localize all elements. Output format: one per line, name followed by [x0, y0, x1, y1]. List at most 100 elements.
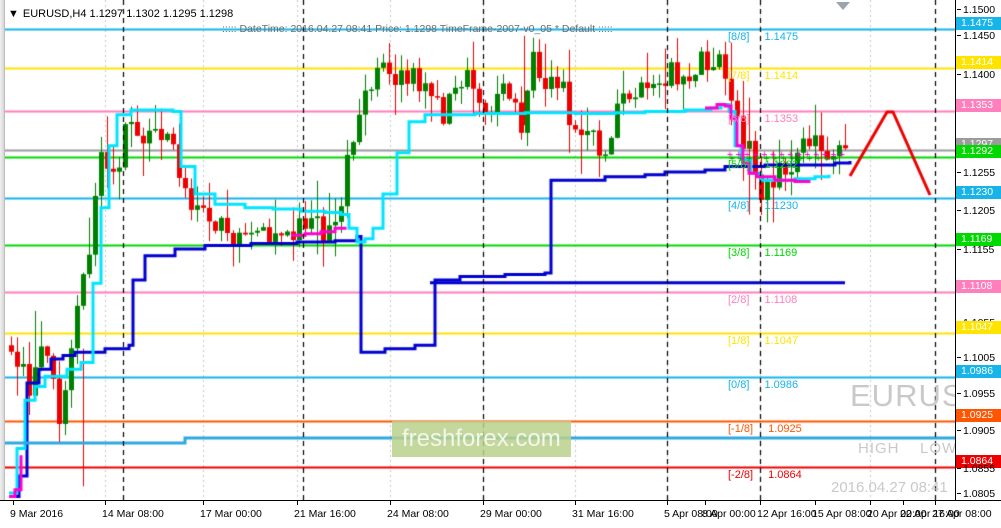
price-axis-label: 1.1292 — [956, 145, 1001, 158]
time-axis-label: 24 Mar 08:00 — [387, 508, 449, 520]
price-axis-label-text: 1.0805 — [963, 488, 996, 500]
murrey-level-label: [4/8] 1.1230 — [728, 200, 798, 212]
watermark-datetime: 2016.04.27 08:41 — [831, 479, 948, 496]
murrey-level-price: 1.1292 — [761, 159, 799, 171]
price-axis[interactable]: 1.1500 1.1475 1.1450 1.1414 1.1400 1.1353 1.12… — [955, 0, 1001, 500]
price-axis-label-text: 1.1230 — [961, 186, 994, 198]
price-axis-tick — [957, 249, 961, 250]
left-scroll-gutter[interactable] — [0, 0, 5, 500]
price-axis-label-text: 1.0905 — [963, 425, 996, 437]
price-axis-label-text: 1.1475 — [961, 17, 994, 29]
price-axis-tick — [957, 357, 961, 358]
murrey-level-label: [2/8] 1.1108 — [728, 294, 797, 306]
time-axis-tick — [575, 501, 576, 505]
murrey-level-name: [2/8] — [728, 294, 750, 306]
price-axis-label: 1.1255 — [956, 167, 1001, 180]
price-axis-label: 1.0855 — [956, 463, 1001, 476]
price-axis-label: 1.0955 — [956, 388, 1001, 401]
price-axis-label: 1.0864 — [956, 455, 1001, 468]
price-axis-label: 1.1230 — [956, 186, 1001, 199]
murrey-level-price: 1.1475 — [761, 31, 799, 43]
price-axis-label: 1.1400 — [956, 69, 1001, 82]
time-axis-label: 20 Apr 00:00 — [867, 508, 927, 520]
price-axis-label: 1.1155 — [956, 244, 1001, 257]
time-axis-tick — [203, 501, 204, 505]
price-axis-label-text: 1.1500 — [963, 4, 996, 16]
price-axis-label-text: 1.0986 — [961, 365, 994, 377]
time-axis-label: 29 Mar 00:00 — [480, 508, 542, 520]
price-axis-label: 1.1353 — [956, 99, 1001, 112]
price-axis-label-text: 1.1047 — [961, 321, 994, 333]
chart-symbol-header[interactable]: ▼ EURUSD,H4 1.1297 1.1302 1.1295 1.1298 — [8, 8, 233, 20]
price-axis-label: 1.0905 — [956, 425, 1001, 438]
price-axis-label-text: 1.1400 — [963, 69, 996, 81]
murrey-level-price: 1.1230 — [761, 200, 799, 212]
price-axis-label: 1.0805 — [956, 488, 1001, 501]
murrey-level-name: [7/8] — [728, 70, 750, 82]
chart-plot-area[interactable]: [8/8] 1.1475 [7/8] 1.1414 [6/8] 1.1353 [5/8… — [5, 0, 955, 500]
price-axis-label: 1.1047 — [956, 321, 1001, 334]
price-axis-label-text: 1.0955 — [963, 388, 996, 400]
watermark-pair: EURUSD — [850, 378, 955, 413]
time-axis-tick — [13, 501, 14, 505]
price-axis-tick — [957, 430, 961, 431]
price-axis-label-text: 1.1205 — [963, 205, 996, 217]
price-axis-label: 1.1005 — [956, 352, 1001, 365]
murrey-level-label: [-2/8] 1.0864 — [728, 469, 802, 481]
price-axis-label-text: 1.1169 — [961, 233, 993, 245]
murrey-level-label: [6/8] 1.1353 — [728, 113, 798, 125]
time-axis-tick — [483, 501, 484, 505]
time-axis-label: 12 Apr 16:00 — [757, 508, 817, 520]
price-axis-tick — [957, 9, 961, 10]
time-axis-label: 8 Apr 00:00 — [702, 508, 756, 520]
murrey-level-name: [8/8] — [728, 31, 750, 43]
time-axis-label: 17 Mar 00:00 — [200, 508, 262, 520]
price-axis-label: 1.1108 — [956, 280, 1001, 293]
chart-top-marker-icon — [836, 2, 850, 10]
price-axis-label-text: 1.1450 — [963, 30, 996, 42]
price-axis-label: 1.1414 — [956, 56, 1001, 69]
time-axis-label: 9 Mar 2016 — [10, 508, 64, 520]
time-axis-tick — [390, 501, 391, 505]
symbol-ohlc-label: EURUSD,H4 1.1297 1.1302 1.1295 1.1298 — [22, 8, 234, 20]
murrey-level-price: 1.1108 — [761, 294, 798, 306]
time-axis-label: 5 Apr 08:00 — [664, 508, 718, 520]
price-axis-tick — [957, 74, 961, 75]
price-axis-label-text: 1.1255 — [963, 167, 996, 179]
murrey-level-price: 1.1353 — [761, 113, 799, 125]
time-axis-tick — [903, 501, 904, 505]
time-axis[interactable]: 9 Mar 2016 14 Mar 08:00 17 Mar 00:00 21 Mar… — [0, 500, 1001, 528]
time-axis-tick — [870, 501, 871, 505]
price-axis-label: 1.1475 — [956, 17, 1001, 30]
price-axis-label-text: 1.0925 — [961, 409, 994, 421]
time-axis-tick — [760, 501, 761, 505]
murrey-level-price: 1.0864 — [765, 469, 802, 481]
watermark-brand: freshforex.com — [392, 421, 571, 457]
price-axis-label-text: 1.1155 — [963, 244, 995, 256]
price-axis-tick — [957, 210, 961, 211]
watermark-low: LOW — [920, 440, 955, 457]
murrey-level-name: [6/8] — [728, 113, 750, 125]
price-axis-label-text: 1.1108 — [961, 280, 993, 292]
murrey-level-label: [8/8] 1.1475 — [728, 31, 798, 43]
time-axis-tick — [105, 501, 106, 505]
indicator-info-label: ::::: DateTime: 2016.04.27 08:41 Price: … — [222, 23, 613, 35]
murrey-level-label: [-1/8] 1.0925 — [728, 423, 802, 435]
murrey-level-label: [0/8] 1.0986 — [728, 379, 798, 391]
murrey-level-name: [3/8] — [728, 247, 750, 259]
murrey-level-label: [7/8] 1.1414 — [728, 70, 798, 82]
time-axis-label: 22 Apr 16:00 — [900, 508, 960, 520]
murrey-level-label: [3/8] 1.1169 — [728, 247, 797, 259]
time-axis-tick — [935, 501, 936, 505]
price-axis-label: 1.1205 — [956, 205, 1001, 218]
price-axis-tick — [957, 493, 961, 494]
price-axis-label-text: 1.0855 — [963, 463, 996, 475]
price-axis-tick — [957, 35, 961, 36]
price-axis-label: 1.0986 — [956, 365, 1001, 378]
time-axis-label: 15 Apr 08:00 — [812, 508, 872, 520]
price-axis-tick — [957, 393, 961, 394]
murrey-level-price: 1.1047 — [761, 335, 799, 347]
murrey-level-name: [1/8] — [728, 335, 750, 347]
chevron-down-icon[interactable]: ▼ — [8, 8, 19, 20]
price-axis-label-text: 1.1353 — [961, 99, 994, 111]
